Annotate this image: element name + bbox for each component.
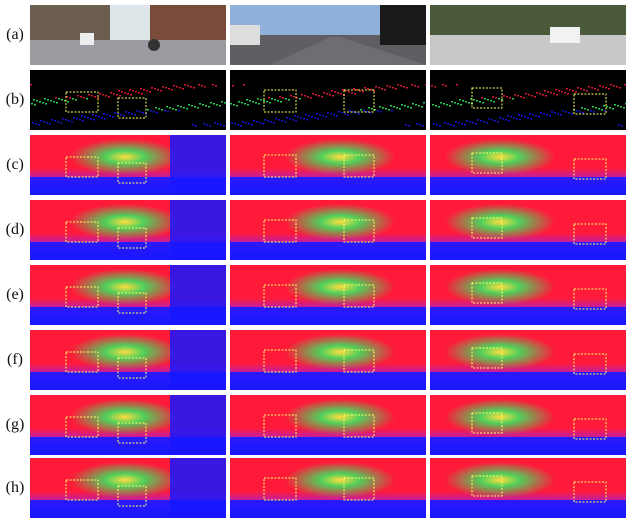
depth-map-panel [30, 200, 226, 260]
depth-map-panel [30, 395, 226, 455]
row-label: (a) [6, 26, 24, 43]
depth-map-panel [30, 458, 226, 518]
depth-map-panel [230, 265, 426, 325]
depth-map-panel [430, 265, 626, 325]
depth-map-panel [30, 265, 226, 325]
depth-map-panel [230, 395, 426, 455]
row-label: (c) [6, 156, 24, 173]
row-label: (e) [6, 286, 24, 303]
depth-map-panel [430, 135, 626, 195]
sparse-depth-panel [430, 70, 626, 130]
row-label: (f) [7, 351, 23, 368]
depth-map-panel [430, 395, 626, 455]
depth-map-panel [30, 330, 226, 390]
row-label: (h) [5, 479, 25, 496]
depth-map-panel [230, 135, 426, 195]
sparse-depth-panel [30, 70, 226, 130]
rgb-image-panel [430, 5, 626, 65]
depth-map-panel [230, 330, 426, 390]
depth-map-panel [430, 200, 626, 260]
row-label: (d) [5, 221, 25, 238]
depth-map-panel [230, 458, 426, 518]
rgb-image-panel [30, 5, 226, 65]
row-label: (g) [5, 416, 25, 433]
depth-map-panel [30, 135, 226, 195]
depth-map-panel [230, 200, 426, 260]
rgb-image-panel [230, 5, 426, 65]
sparse-depth-panel [230, 70, 426, 130]
depth-map-panel [430, 458, 626, 518]
depth-map-panel [430, 330, 626, 390]
row-label: (b) [5, 91, 25, 108]
